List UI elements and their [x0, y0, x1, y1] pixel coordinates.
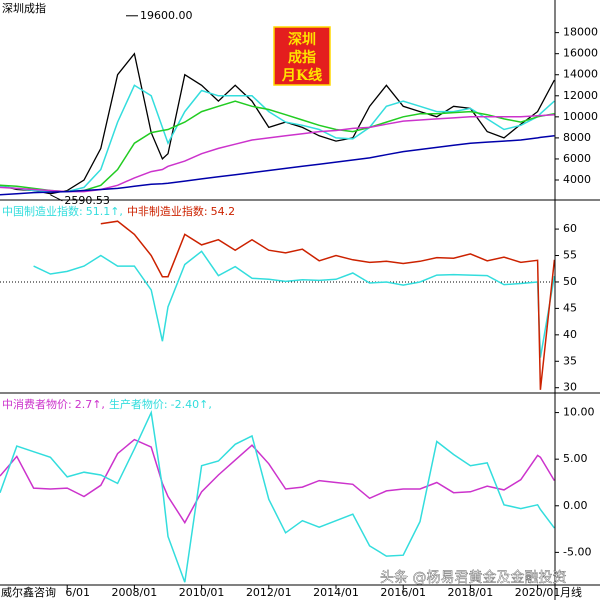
title-box	[273, 26, 331, 86]
x-tick-label: 2016/01	[380, 586, 426, 599]
x-tick-label: 2012/01	[246, 586, 292, 599]
period-label: 月线	[560, 585, 582, 599]
y-tick-label: 10000	[563, 110, 598, 123]
y-tick-label: 16000	[563, 47, 598, 60]
x-tick-label: 2008/01	[112, 586, 158, 599]
legend-value: 54.2	[211, 205, 236, 218]
series-line	[33, 250, 556, 358]
y-tick-label: 60	[563, 222, 577, 235]
legend-label: 中国制造业指数:	[2, 204, 83, 218]
box-label: 成指	[288, 49, 316, 66]
series-line	[100, 220, 556, 390]
y-tick-label: 8000	[563, 131, 591, 144]
source-label: 威尔鑫咨询	[1, 585, 56, 599]
y-tick-label: 5.00	[563, 452, 588, 465]
annotation-leader	[50, 194, 63, 202]
watermark: 头条 @杨易君黄金及金融投资	[380, 569, 566, 586]
annotation-label: 2590.53	[64, 194, 110, 207]
legend-label: 生产者物价:	[109, 397, 168, 411]
y-tick-label: 30	[563, 381, 577, 394]
y-tick-label: 45	[563, 301, 577, 314]
series-line	[0, 100, 555, 193]
y-tick-label: 35	[563, 354, 577, 367]
box-label: 深圳	[288, 31, 316, 48]
x-tick-label: 2010/01	[179, 586, 225, 599]
series-line	[0, 135, 555, 196]
x-tick-label: 2018/01	[448, 586, 494, 599]
y-tick-label: 4000	[563, 173, 591, 186]
y-tick-label: 55	[563, 249, 577, 262]
x-tick-label: 2014/01	[313, 586, 359, 599]
y-tick-label: 50	[563, 275, 577, 288]
series-line	[0, 438, 556, 525]
y-tick-label: 10.00	[563, 406, 595, 419]
y-tick-label: 40	[563, 328, 577, 341]
y-tick-label: 14000	[563, 68, 598, 81]
legend-label: 中消费者物价:	[2, 397, 72, 411]
legend-value: 2.7↑,	[75, 398, 105, 411]
annotation-label: 19600.00	[140, 9, 193, 22]
series-line	[0, 410, 555, 583]
chart-title: 深圳成指	[2, 1, 46, 15]
y-tick-label: 12000	[563, 89, 598, 102]
y-tick-label: 0.00	[563, 499, 588, 512]
y-tick-label: 18000	[563, 26, 598, 39]
box-label: 月K线	[281, 67, 322, 84]
legend-label: 中非制造业指数:	[127, 204, 208, 218]
y-tick-label: 6000	[563, 152, 591, 165]
legend-value: -2.40↑,	[171, 398, 212, 411]
y-tick-label: -5.00	[563, 545, 591, 558]
x-tick-label: 2020/01	[515, 586, 561, 599]
series-line	[0, 84, 555, 193]
source-bg	[0, 586, 66, 600]
legend-value: 51.1↑,	[86, 205, 123, 218]
